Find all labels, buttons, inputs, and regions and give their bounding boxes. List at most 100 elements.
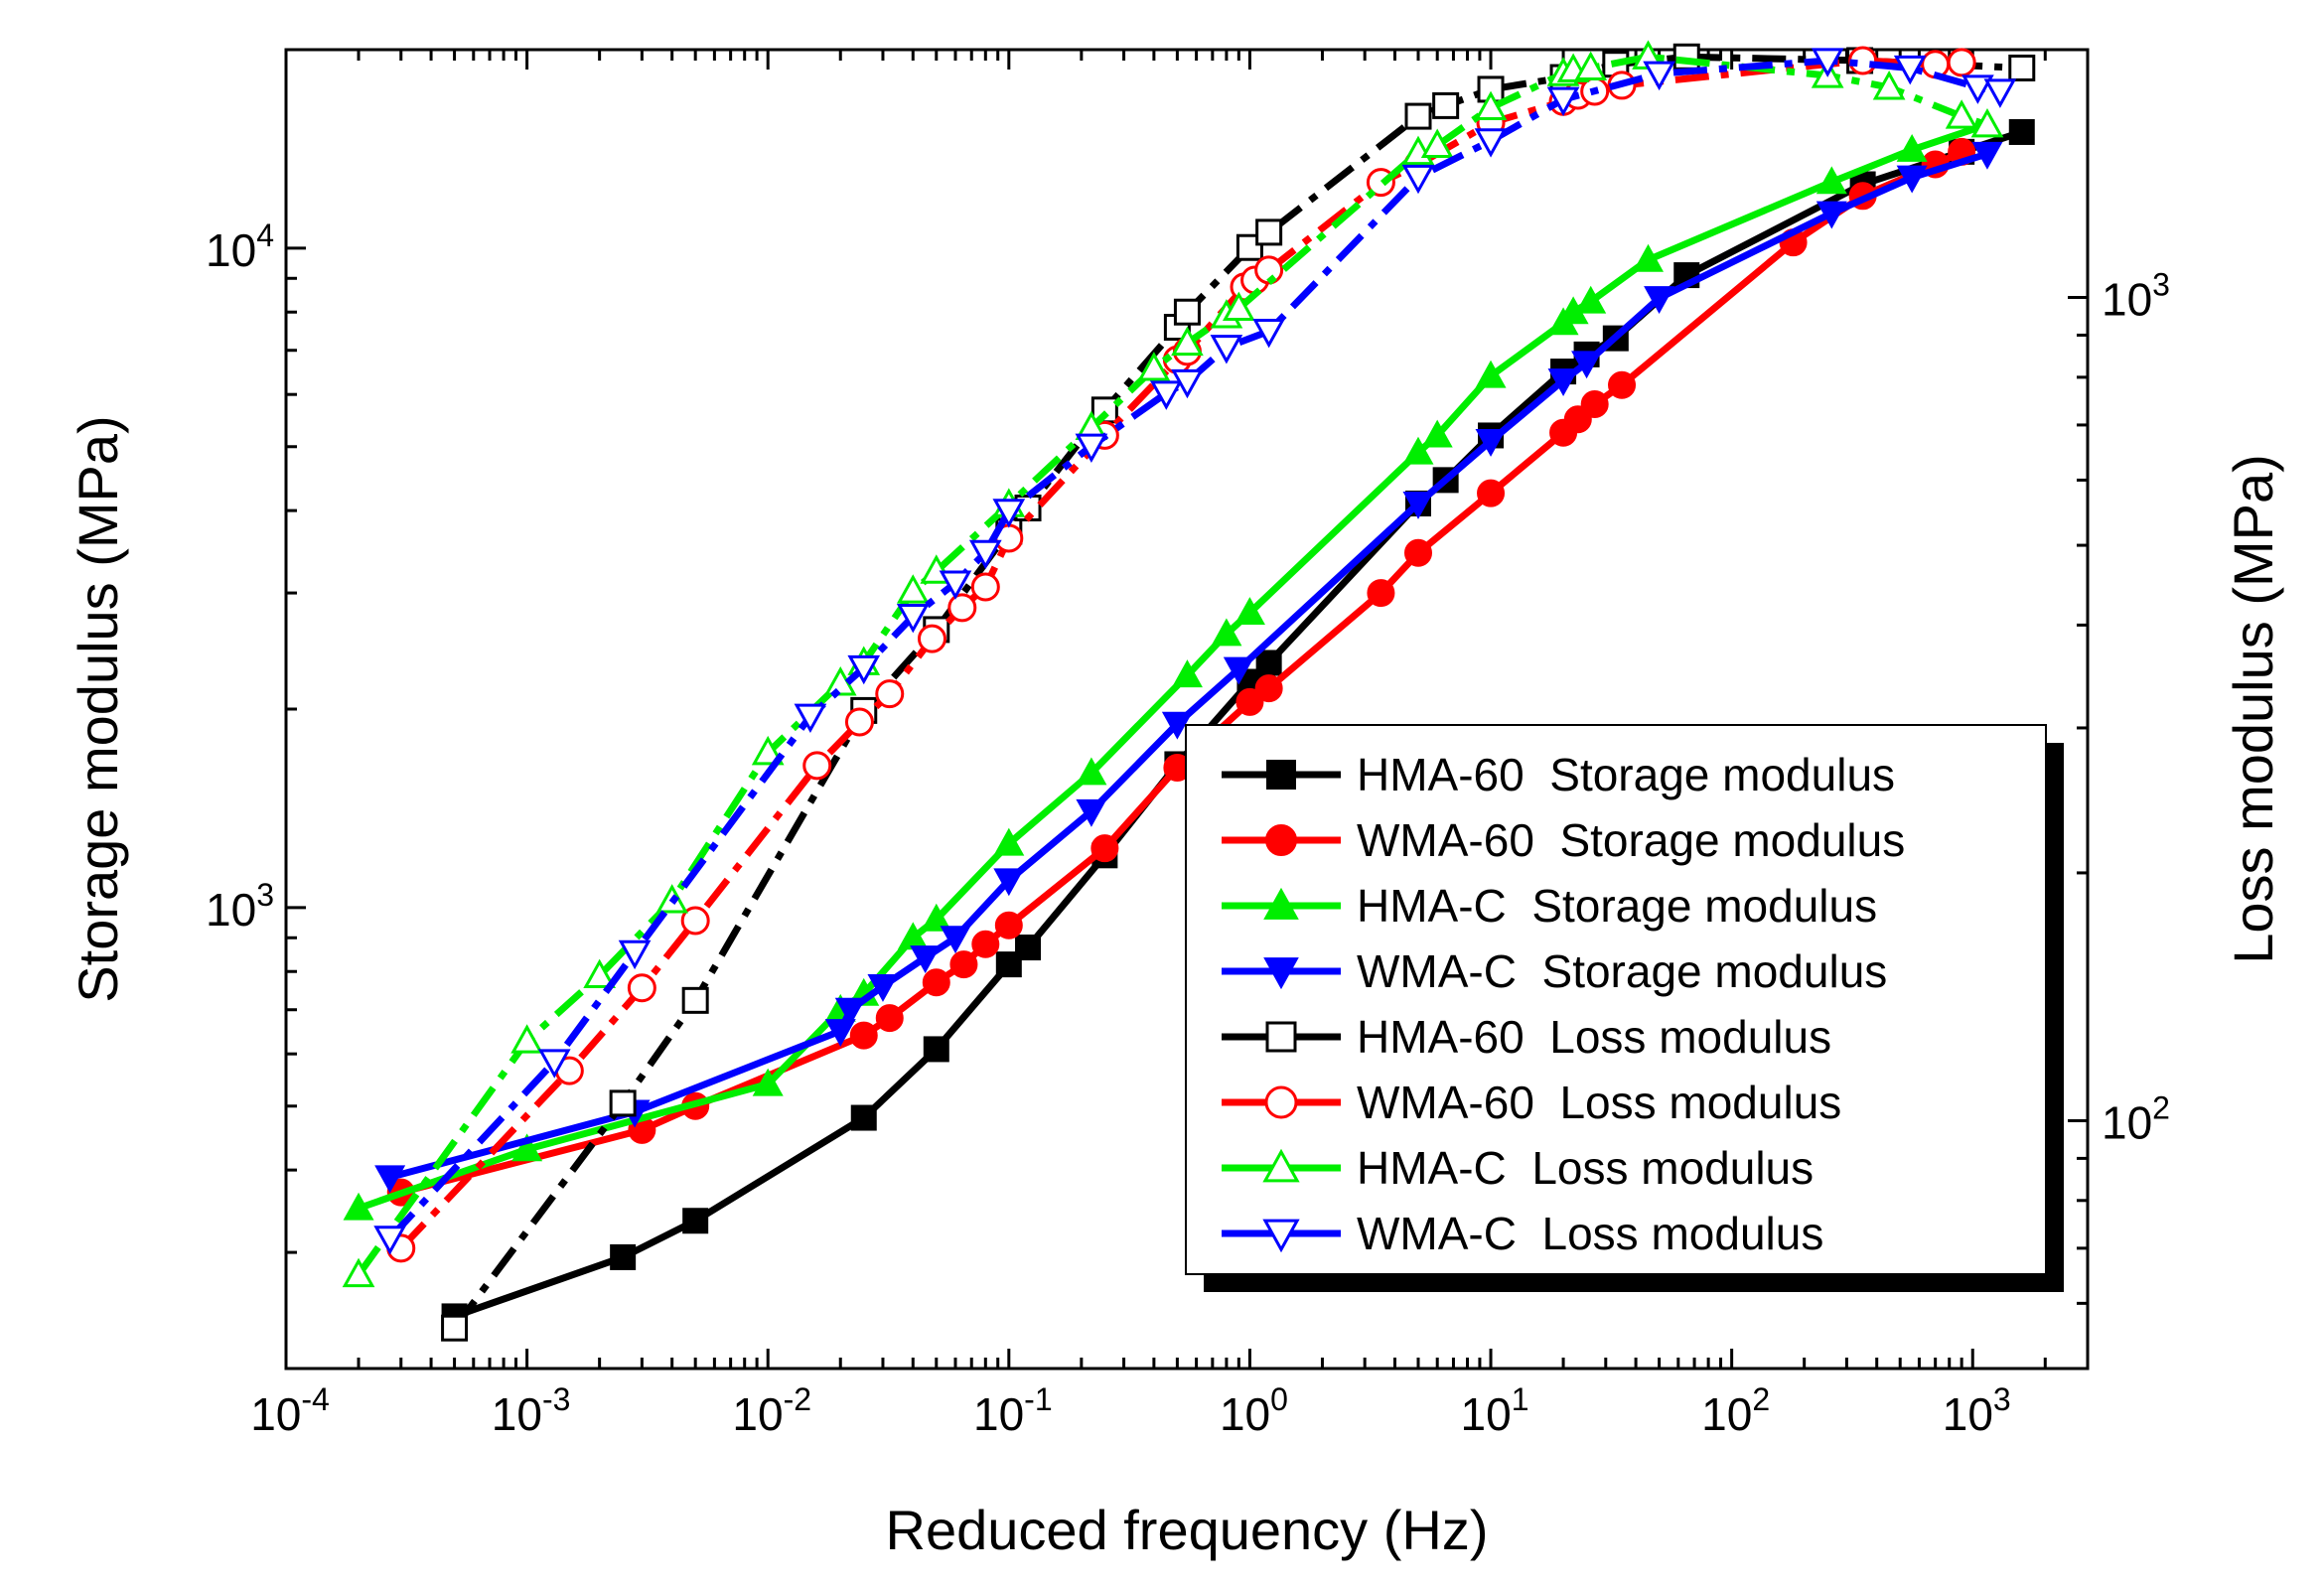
data-point [1872, 71, 1906, 100]
data-point [1811, 48, 1844, 77]
y2-tick-label-exp: 3 [2152, 267, 2170, 303]
data-point [994, 911, 1023, 939]
data-point [373, 1226, 407, 1255]
x-tick-label: 102 [1701, 1381, 1770, 1440]
legend-entry-0: HMA-60 Storage modulus [1222, 749, 1895, 800]
data-point [923, 1036, 949, 1063]
data-point [940, 926, 971, 954]
x-tick-label: 10-3 [492, 1381, 571, 1440]
x-tick-label: 10-1 [973, 1381, 1053, 1440]
x-tick-label-exp: -2 [784, 1381, 811, 1417]
data-point [1475, 360, 1507, 388]
legend-entry-5: WMA-60 Loss modulus [1222, 1077, 1841, 1128]
legend-entry-7: WMA-C Loss modulus [1222, 1208, 1823, 1259]
legend-entry-4: HMA-60 Loss modulus [1222, 1011, 1831, 1063]
data-point [583, 958, 616, 989]
x-tick-label-base: 10 [732, 1388, 783, 1440]
x-tick-label: 10-4 [250, 1381, 330, 1440]
legend-label: HMA-60 Storage modulus [1357, 749, 1895, 800]
x-tick-label-exp: 3 [1993, 1381, 2011, 1417]
x-tick-label: 100 [1220, 1381, 1288, 1440]
y2-tick-label: 102 [2102, 1089, 2170, 1148]
data-point [834, 997, 866, 1026]
data-point [867, 973, 899, 1002]
data-point [1171, 368, 1204, 399]
data-point [896, 574, 930, 604]
data-point [618, 939, 652, 970]
data-point [1367, 579, 1395, 608]
data-point [1211, 618, 1242, 647]
data-point [1090, 834, 1119, 863]
data-point [1171, 326, 1204, 357]
data-point [627, 973, 656, 1003]
axes: 10-4 10-3 10-2 10-1 100 101 102 103103104102103… [67, 48, 2284, 1561]
x-tick-label-base: 10 [1461, 1388, 1512, 1440]
legend-label: HMA-60 Loss modulus [1357, 1011, 1831, 1063]
legend-label: WMA-C Loss modulus [1357, 1208, 1823, 1259]
data-point [1970, 107, 2004, 138]
data-point [342, 1257, 375, 1288]
data-point [1571, 351, 1603, 379]
data-point [374, 1165, 406, 1194]
data-point [1983, 78, 2017, 108]
x-tick-label-exp: -1 [1024, 1381, 1052, 1417]
data-point [1580, 389, 1609, 418]
y2-tick-label-base: 10 [2102, 1096, 2152, 1148]
x-tick-label-exp: 2 [1752, 1381, 1770, 1417]
x-tick-label-exp: -4 [301, 1381, 329, 1417]
data-point [510, 1024, 543, 1054]
data-point [921, 903, 952, 932]
x-tick-label: 101 [1461, 1381, 1529, 1440]
x-tick-label-base: 10 [1701, 1388, 1752, 1440]
data-point [609, 1089, 637, 1117]
legend-marker [1262, 1219, 1300, 1253]
y2-axis-title: Loss modulus (MPa) [2222, 454, 2284, 964]
y-tick-label: 104 [206, 217, 274, 276]
data-point [850, 1104, 877, 1131]
legend-marker [1262, 1148, 1300, 1183]
data-point [1254, 674, 1283, 703]
data-point [681, 986, 709, 1014]
data-point [1404, 538, 1433, 567]
data-point [1421, 419, 1453, 448]
data-point [682, 1208, 709, 1234]
x-tick-label-base: 10 [492, 1388, 542, 1440]
data-point [1015, 935, 1042, 961]
legend-marker [1263, 887, 1299, 920]
x-tick-label-base: 10 [1943, 1388, 1993, 1440]
data-point [1477, 479, 1506, 507]
x-tick-label-exp: -3 [542, 1381, 570, 1417]
data-point [1235, 687, 1264, 716]
data-point [875, 1004, 904, 1033]
legend-marker [1265, 824, 1297, 856]
legend-label: WMA-60 Storage modulus [1357, 814, 1905, 866]
x-tick-label-base: 10 [973, 1388, 1024, 1440]
data-point [995, 951, 1022, 978]
data-point [441, 1314, 469, 1342]
data-point [1137, 352, 1171, 381]
data-point [1234, 597, 1265, 626]
data-point [1893, 55, 1927, 85]
data-point [970, 572, 1000, 602]
y2-tick-label-base: 10 [2102, 274, 2152, 326]
data-point [680, 906, 710, 936]
legend-marker [1263, 957, 1299, 990]
data-point [1255, 218, 1283, 246]
data-point [1896, 133, 1928, 162]
data-point [751, 735, 785, 766]
y-tick-label: 103 [206, 877, 274, 936]
data-point [939, 570, 972, 600]
legend: HMA-60 Storage modulus WMA-60 Storage mod… [1185, 724, 2064, 1292]
data-point [1608, 370, 1637, 399]
data-point [537, 1049, 571, 1079]
series-layer [342, 40, 2036, 1342]
data-point [2008, 54, 2036, 81]
data-point [1896, 165, 1928, 194]
legend-label: HMA-C Storage modulus [1357, 880, 1877, 932]
data-point [1574, 51, 1608, 81]
legend-marker [1266, 760, 1296, 790]
data-point [1633, 243, 1665, 272]
data-point [1222, 291, 1255, 322]
data-point [1945, 99, 1978, 129]
